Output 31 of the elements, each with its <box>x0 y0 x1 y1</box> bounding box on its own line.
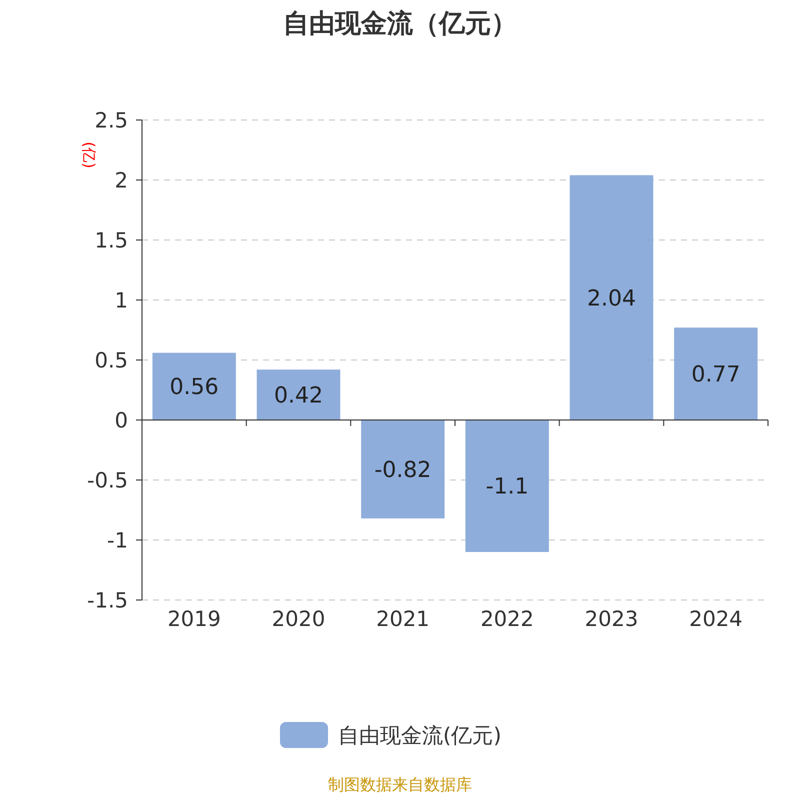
x-tick-label: 2022 <box>480 607 534 631</box>
data-label: 0.42 <box>274 384 323 408</box>
x-tick-label: 2021 <box>376 607 430 631</box>
bar <box>152 352 236 420</box>
data-label: 2.04 <box>587 286 636 312</box>
bar <box>465 420 549 552</box>
y-tick-label: -0.5 <box>87 468 128 492</box>
y-tick-label: 2.5 <box>94 108 128 132</box>
bar <box>570 175 654 420</box>
data-label: -1.1 <box>486 474 529 500</box>
bar <box>674 328 758 420</box>
y-tick-label: 1 <box>114 288 128 312</box>
y-tick-label: 0 <box>114 408 128 432</box>
y-tick-label: 2 <box>114 168 128 192</box>
y-tick-label: 0.5 <box>94 348 128 372</box>
x-tick-label: 2024 <box>689 607 743 631</box>
bar <box>361 420 445 518</box>
data-label: 0.56 <box>170 375 219 400</box>
text: 制图数据来自数据库 <box>328 775 472 794</box>
data-label: -0.82 <box>374 458 432 483</box>
x-tick-label: 2023 <box>584 607 638 631</box>
data-label: 0.77 <box>691 362 740 388</box>
x-tick-label: 2019 <box>167 607 221 631</box>
x-tick-label: 2020 <box>272 607 326 631</box>
y-tick-label: 1.5 <box>94 228 128 252</box>
y-tick-label: -1.5 <box>87 588 128 612</box>
chart-title: 自由现金流（亿元） <box>283 9 517 39</box>
legend-label: 自由现金流(亿元) <box>338 723 502 748</box>
y-tick-label: -1 <box>107 528 128 552</box>
bar <box>256 370 340 420</box>
y-axis-title: (亿) <box>80 142 98 168</box>
